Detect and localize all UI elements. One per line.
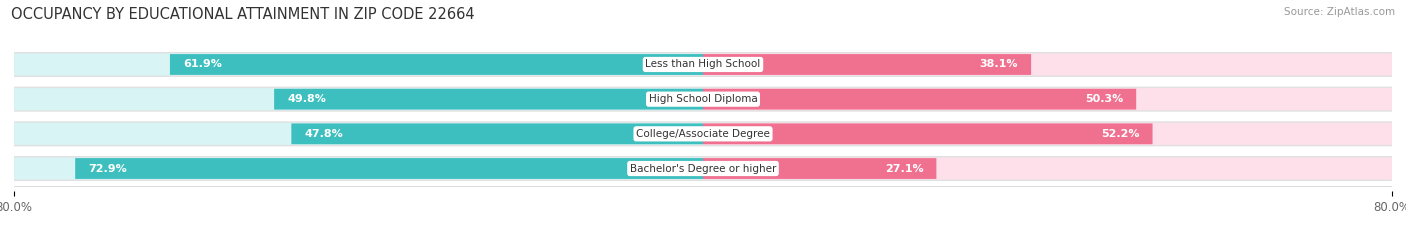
FancyBboxPatch shape <box>703 123 1153 144</box>
FancyBboxPatch shape <box>75 158 703 179</box>
Text: 61.9%: 61.9% <box>183 59 222 69</box>
FancyBboxPatch shape <box>14 52 1392 77</box>
FancyBboxPatch shape <box>14 123 703 145</box>
FancyBboxPatch shape <box>703 88 1392 110</box>
Text: OCCUPANCY BY EDUCATIONAL ATTAINMENT IN ZIP CODE 22664: OCCUPANCY BY EDUCATIONAL ATTAINMENT IN Z… <box>11 7 475 22</box>
FancyBboxPatch shape <box>703 54 1031 75</box>
Text: Less than High School: Less than High School <box>645 59 761 69</box>
FancyBboxPatch shape <box>703 123 1392 145</box>
FancyBboxPatch shape <box>14 53 703 75</box>
FancyBboxPatch shape <box>14 87 1392 112</box>
FancyBboxPatch shape <box>14 121 1392 146</box>
Text: 50.3%: 50.3% <box>1085 94 1123 104</box>
FancyBboxPatch shape <box>14 88 703 110</box>
FancyBboxPatch shape <box>703 53 1392 75</box>
FancyBboxPatch shape <box>703 89 1136 110</box>
Text: 47.8%: 47.8% <box>304 129 343 139</box>
FancyBboxPatch shape <box>274 89 703 110</box>
FancyBboxPatch shape <box>14 156 1392 181</box>
FancyBboxPatch shape <box>703 158 1392 180</box>
Text: 38.1%: 38.1% <box>980 59 1018 69</box>
Text: 52.2%: 52.2% <box>1101 129 1140 139</box>
Text: 27.1%: 27.1% <box>884 164 924 174</box>
Text: Source: ZipAtlas.com: Source: ZipAtlas.com <box>1284 7 1395 17</box>
Text: 72.9%: 72.9% <box>89 164 127 174</box>
FancyBboxPatch shape <box>703 158 936 179</box>
Text: High School Diploma: High School Diploma <box>648 94 758 104</box>
FancyBboxPatch shape <box>14 158 703 180</box>
Text: 49.8%: 49.8% <box>287 94 326 104</box>
FancyBboxPatch shape <box>170 54 703 75</box>
FancyBboxPatch shape <box>291 123 703 144</box>
Text: College/Associate Degree: College/Associate Degree <box>636 129 770 139</box>
Text: Bachelor's Degree or higher: Bachelor's Degree or higher <box>630 164 776 174</box>
